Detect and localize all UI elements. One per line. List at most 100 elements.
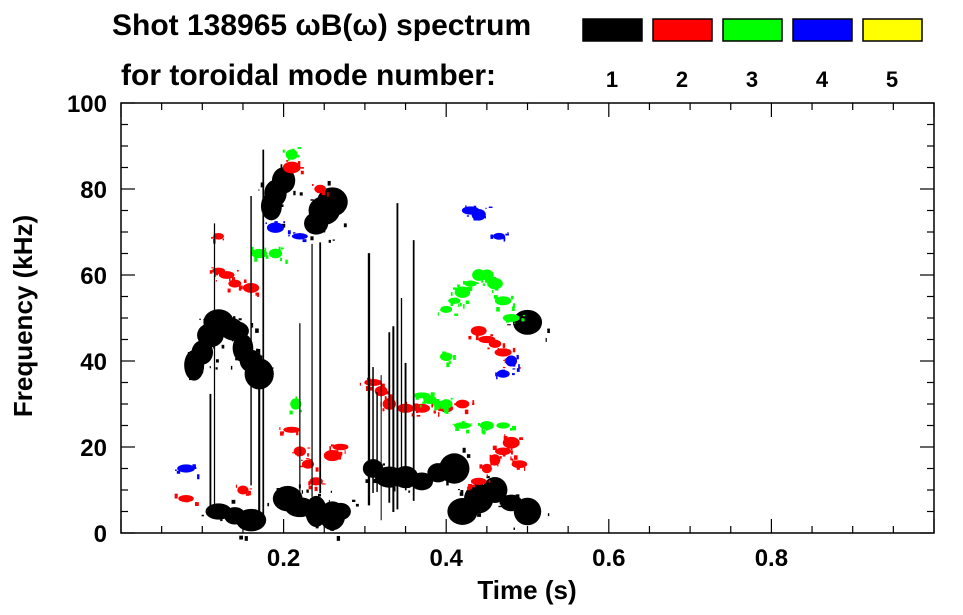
spectral-speckle (484, 216, 487, 219)
spectral-speckle (321, 191, 326, 196)
spectral-speckle (481, 277, 484, 282)
spectral-speckle (442, 351, 446, 354)
spectral-speckle (390, 407, 395, 410)
spectral-speckle (492, 276, 497, 281)
spectral-speckle (332, 239, 335, 241)
chart-subtitle: for toroidal mode number: (121, 59, 496, 92)
spectral-speckle (335, 507, 338, 512)
spectral-speckle (513, 527, 516, 530)
spectral-speckle (306, 489, 309, 493)
spectral-speckle (300, 465, 304, 468)
spectral-speckle (486, 429, 488, 431)
spectral-speckle (479, 464, 483, 469)
legend-swatch-3 (722, 18, 783, 42)
spectral-speckle (513, 498, 518, 501)
spectral-speckle (482, 464, 487, 469)
spectral-speckle (501, 369, 505, 375)
spectral-speckle (493, 295, 498, 299)
spectral-speckle (259, 355, 263, 359)
spectral-speckle (468, 335, 472, 340)
axes: 0 20 40 60 80 100 0.2 0.4 0.6 0.8 (67, 91, 935, 572)
spectral-speckle (482, 283, 485, 286)
spectral-speckle (247, 288, 249, 292)
spectral-speckle (254, 525, 258, 527)
spectral-speckle (276, 488, 280, 492)
spectral-speckle (274, 221, 278, 225)
spectral-point (502, 313, 520, 323)
spectral-speckle (281, 223, 286, 228)
spectral-speckle (263, 252, 267, 257)
spectral-speckle (292, 404, 297, 410)
spectral-speckle (450, 397, 453, 400)
spectral-speckle (322, 227, 326, 233)
spectral-speckle (209, 366, 211, 369)
spectral-speckle (236, 269, 239, 272)
spectral-speckle (443, 354, 446, 357)
spectral-speckle (408, 490, 411, 493)
spectral-speckle (453, 287, 457, 290)
spectral-speckle (231, 499, 236, 504)
spectral-point (228, 279, 242, 288)
spectral-speckle (440, 309, 442, 312)
spectral-point (512, 309, 543, 335)
spectral-point (177, 464, 195, 473)
spectral-speckle (285, 259, 288, 264)
spectral-speckle (266, 374, 270, 378)
spectral-speckle (524, 466, 526, 471)
spectral-point (513, 497, 542, 526)
spectral-speckle (315, 467, 319, 472)
spectral-speckle (504, 500, 508, 505)
spectral-speckle (416, 484, 420, 489)
spectral-speckle (525, 513, 529, 516)
spectral-speckle (492, 289, 494, 294)
spectral-speckle (512, 362, 516, 367)
spectral-speckle (443, 309, 447, 313)
spectral-speckle (266, 191, 271, 195)
spectral-speckle (512, 368, 516, 370)
spectral-speckle (344, 450, 346, 454)
spectral-speckle (434, 406, 439, 411)
y-tick-label: 20 (80, 435, 107, 462)
spectral-speckle (336, 535, 341, 541)
spectral-speckle (300, 167, 304, 169)
spectral-speckle (251, 247, 254, 252)
spectral-speckle (239, 535, 244, 540)
spectral-speckle (258, 189, 260, 191)
spectral-speckle (297, 451, 300, 457)
spectral-speckle (295, 396, 298, 401)
spectral-speckle (410, 469, 413, 472)
spectral-speckle (505, 349, 510, 355)
spectral-speckle (308, 481, 311, 486)
chart-title: Shot 138965 ωB(ω) spectrum (112, 9, 531, 42)
spectral-speckle (492, 445, 497, 451)
spectral-speckle (430, 392, 435, 397)
spectral-speckle (365, 386, 369, 391)
spectral-speckle (308, 485, 313, 490)
spectral-speckle (505, 233, 509, 236)
spectral-point (266, 222, 284, 233)
spectral-speckle (256, 348, 259, 352)
spectral-point (283, 426, 301, 433)
spectral-speckle (422, 392, 426, 397)
spectral-speckle (512, 306, 515, 312)
spectral-speckle (299, 233, 302, 237)
spectral-speckle (215, 359, 219, 363)
x-tick-label: 0.4 (430, 545, 464, 572)
spectral-point (439, 399, 453, 409)
spectral-speckle (221, 344, 225, 349)
spectral-point (455, 399, 470, 409)
spectral-speckle (460, 508, 462, 513)
spectral-speckle (245, 493, 250, 496)
spectral-speckle (486, 475, 490, 479)
spectral-speckle (288, 157, 290, 162)
spectral-speckle (460, 400, 464, 403)
spectral-speckle (496, 307, 500, 312)
spectral-speckle (466, 429, 470, 434)
spectral-speckle (497, 461, 499, 467)
spectral-speckle (521, 329, 523, 333)
legend-label-5: 5 (886, 67, 898, 92)
spectral-speckle (255, 328, 259, 333)
spectral-speckle (199, 344, 204, 349)
spectral-speckle (465, 300, 470, 305)
spectral-speckle (475, 504, 480, 509)
